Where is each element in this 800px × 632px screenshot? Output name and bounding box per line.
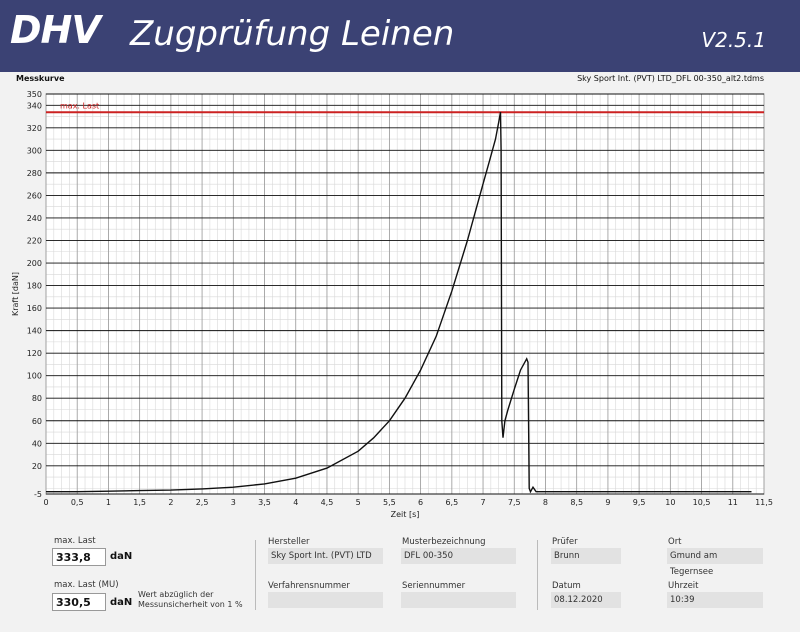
- x-tick-label: 5,5: [383, 498, 396, 507]
- x-tick-label: 10: [665, 498, 675, 507]
- procedure-number-field: [268, 592, 383, 608]
- separator: [537, 540, 538, 610]
- y-tick-label: 60: [32, 417, 42, 426]
- separator: [255, 540, 256, 610]
- y-tick-label: 350: [27, 90, 42, 99]
- y-tick-label: 160: [27, 304, 42, 313]
- model-field: DFL 00-350: [401, 548, 516, 564]
- x-tick-label: 5: [356, 498, 361, 507]
- x-tick-label: 7,5: [508, 498, 521, 507]
- manufacturer-field: Sky Sport Int. (PVT) LTD: [268, 548, 383, 564]
- y-tick-label: 20: [32, 462, 42, 471]
- model-label: Musterbezeichnung: [402, 537, 486, 547]
- app-header: DHV Zugprüfung Leinen V2.5.1: [0, 0, 800, 72]
- x-axis-label: Zeit [s]: [391, 510, 420, 519]
- x-tick-label: 9: [605, 498, 610, 507]
- x-tick-label: 0: [43, 498, 48, 507]
- max-load-mu-unit: daN: [110, 597, 133, 608]
- y-tick-label: 40: [32, 439, 42, 448]
- y-tick-label: 220: [27, 236, 42, 245]
- mu-note: Wert abzüglich der Messunsicherheit von …: [138, 590, 243, 609]
- force-curve: [46, 111, 752, 494]
- max-load-unit: daN: [110, 551, 133, 562]
- version-label: V2.5.1: [701, 28, 766, 52]
- max-load-label: max. Last: [54, 536, 96, 546]
- y-axis-label: Kraft [daN]: [11, 272, 20, 316]
- max-load-line-label: max. Last: [60, 101, 99, 110]
- y-tick-label: 280: [27, 169, 42, 178]
- x-tick-label: 8: [543, 498, 548, 507]
- tester-field: Brunn: [551, 548, 621, 564]
- results-panel: [0, 530, 800, 632]
- y-tick-label: 120: [27, 349, 42, 358]
- date-field: 08.12.2020: [551, 592, 621, 608]
- x-tick-label: 8,5: [570, 498, 583, 507]
- x-tick-label: 1,5: [133, 498, 146, 507]
- serial-number-label: Seriennummer: [402, 581, 466, 591]
- file-name: Sky Sport Int. (PVT) LTD_DFL 00-350_alt2…: [577, 74, 764, 83]
- y-tick-label: 240: [27, 214, 42, 223]
- dhv-logo: DHV: [10, 8, 101, 52]
- x-tick-label: 4: [293, 498, 298, 507]
- y-tick-label: 260: [27, 191, 42, 200]
- y-tick-label: 340: [27, 101, 42, 110]
- x-tick-label: 2,5: [196, 498, 209, 507]
- chart-title: Messkurve: [16, 74, 65, 83]
- y-tick-label: 80: [32, 394, 42, 403]
- app-title: Zugprüfung Leinen: [130, 14, 455, 54]
- max-load-mu-label: max. Last (MU): [54, 580, 119, 590]
- x-tick-label: 3,5: [258, 498, 271, 507]
- time-label: Uhrzeit: [668, 581, 699, 591]
- x-tick-label: 6: [418, 498, 423, 507]
- x-tick-label: 6,5: [445, 498, 458, 507]
- x-tick-label: 11,5: [755, 498, 773, 507]
- y-tick-label: 300: [27, 146, 42, 155]
- location-field: Gmund am Tegernsee: [667, 548, 763, 577]
- x-tick-label: 9,5: [633, 498, 646, 507]
- x-tick-label: 7: [480, 498, 485, 507]
- location-label: Ort: [668, 537, 682, 547]
- time-field: 10:39: [667, 592, 763, 608]
- manufacturer-label: Hersteller: [268, 537, 310, 547]
- y-tick-label: -5: [34, 490, 42, 499]
- x-tick-label: 1: [106, 498, 111, 507]
- serial-number-field: [401, 592, 516, 608]
- date-label: Datum: [552, 581, 581, 591]
- tester-label: Prüfer: [552, 537, 578, 547]
- x-tick-label: 11: [728, 498, 738, 507]
- x-tick-label: 4,5: [321, 498, 334, 507]
- y-tick-label: 100: [27, 372, 42, 381]
- y-tick-label: 180: [27, 282, 42, 291]
- x-tick-label: 0,5: [71, 498, 84, 507]
- procedure-number-label: Verfahrensnummer: [268, 581, 350, 591]
- y-tick-label: 140: [27, 327, 42, 336]
- force-time-chart: 0 0,5 1 1,5 2 2,5 3 3,5 4 4,5 5 5,5 6 6,5 7 7,5 8 8,5 9 9,5…: [11, 90, 773, 519]
- y-tick-label: 320: [27, 124, 42, 133]
- x-tick-label: 3: [231, 498, 236, 507]
- max-load-value: 333,8: [52, 548, 106, 566]
- x-tick-label: 10,5: [693, 498, 711, 507]
- x-tick-label: 2: [168, 498, 173, 507]
- y-tick-label: 200: [27, 259, 42, 268]
- max-load-mu-value: 330,5: [52, 593, 106, 611]
